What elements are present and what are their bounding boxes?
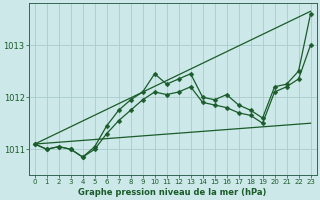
X-axis label: Graphe pression niveau de la mer (hPa): Graphe pression niveau de la mer (hPa) [78, 188, 267, 197]
